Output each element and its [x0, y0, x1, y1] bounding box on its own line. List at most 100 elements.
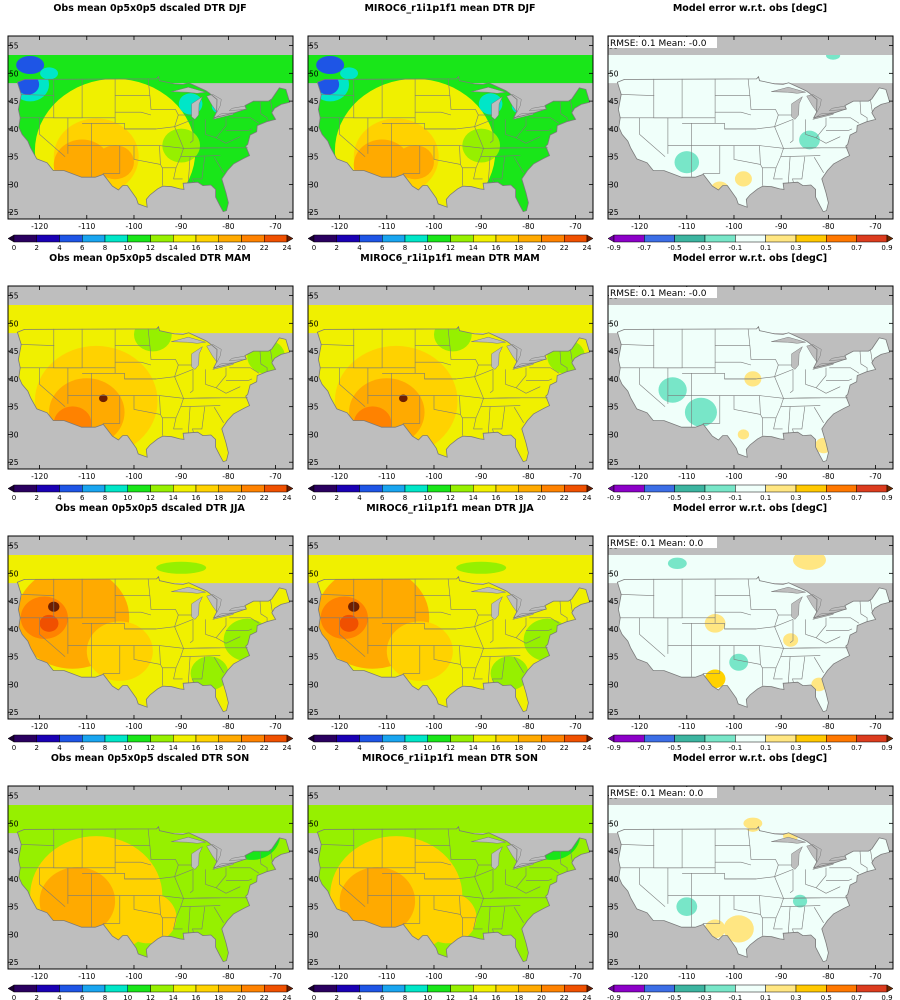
lon-tick-label: -70	[269, 722, 281, 731]
lat-tick-label: 50	[9, 319, 19, 328]
colorbar-label: 12	[146, 994, 155, 1000]
lon-tick-label: -110	[78, 222, 95, 231]
colorbar-label: 0.9	[881, 494, 892, 502]
lat-tick-label: 40	[9, 125, 19, 134]
colorbar-label: 0	[312, 244, 316, 252]
state-border	[805, 117, 827, 139]
colorbar-label: 0	[312, 494, 316, 502]
colorbar-segment	[264, 484, 288, 493]
lat-tick-label: 50	[309, 569, 319, 578]
lon-tick-label: -70	[569, 222, 581, 231]
state-border	[559, 601, 568, 622]
lat-tick-label: 25	[609, 208, 619, 217]
lon-tick-label: -100	[725, 722, 742, 731]
lon-tick-label: -70	[569, 472, 581, 481]
colorbar-label: 24	[583, 494, 592, 502]
state-border	[570, 349, 573, 362]
state-border	[339, 117, 366, 157]
lat-tick-label: 25	[309, 958, 319, 967]
state-border	[570, 599, 573, 612]
state-border	[492, 656, 506, 683]
country-border	[16, 825, 291, 963]
lake	[491, 596, 503, 620]
colorbar-segment	[82, 984, 106, 993]
lake	[506, 594, 522, 613]
state-border	[473, 109, 484, 180]
map-plot: -120-110-100-90-80-7055504540353025RMSE:…	[607, 35, 894, 252]
colorbar-segment	[735, 234, 766, 243]
state-border	[20, 94, 55, 96]
field-patch	[734, 171, 752, 187]
field-patch	[799, 130, 820, 150]
colorbar-label: 6	[380, 994, 385, 1000]
field-patch	[399, 394, 408, 403]
state-border	[826, 378, 853, 381]
colorbar-label: 0	[312, 744, 316, 752]
state-border	[559, 351, 568, 372]
colorbar-label: 8	[103, 244, 107, 252]
colorbar-segment	[59, 484, 83, 493]
colorbar-label: 0.5	[821, 244, 832, 252]
lat-tick-label: 25	[9, 208, 19, 217]
state-border	[447, 328, 476, 360]
lat-tick-label: 45	[609, 597, 619, 606]
lat-tick-label: 35	[609, 153, 619, 162]
state-border	[870, 599, 873, 612]
state-border	[124, 369, 194, 380]
lon-tick-label: -90	[775, 472, 787, 481]
state-border	[215, 386, 241, 394]
state-border	[229, 617, 260, 624]
state-border	[459, 145, 461, 165]
lon-tick-label: -70	[269, 472, 281, 481]
state-border	[213, 157, 224, 173]
colorbar-segment	[826, 984, 857, 993]
lat-tick-label: 30	[309, 430, 319, 439]
state-border	[789, 869, 794, 894]
lat-tick-label: 25	[609, 458, 619, 467]
map-frame	[7, 285, 294, 470]
country-border	[316, 75, 591, 213]
colorbar-label: -0.5	[668, 744, 682, 752]
colorbar-label: 16	[192, 244, 201, 252]
lat-tick-label: 35	[609, 903, 619, 912]
state-border	[513, 657, 524, 673]
colorbar-segment	[36, 984, 60, 993]
colorbar-label: 12	[146, 744, 155, 752]
lon-tick-label: -90	[475, 722, 487, 731]
lake	[206, 594, 222, 613]
state-border	[270, 99, 273, 112]
lon-tick-label: -70	[869, 722, 881, 731]
state-border	[790, 397, 821, 399]
state-border	[20, 844, 55, 846]
colorbar-segment	[450, 984, 474, 993]
lon-tick-label: -120	[31, 222, 48, 231]
state-border	[173, 609, 184, 680]
lake	[506, 844, 522, 863]
colorbar-label: 18	[214, 244, 223, 252]
lon-tick-label: -80	[522, 472, 534, 481]
colorbar-segment	[404, 484, 428, 493]
colorbar-label: 0.5	[821, 494, 832, 502]
colorbar-segment	[765, 984, 797, 993]
panel-title: MIROC6_r1i1p1f1 mean DTR SON	[361, 753, 538, 764]
state-border	[226, 628, 253, 631]
lake	[491, 846, 503, 870]
lon-tick-label: -110	[78, 472, 95, 481]
colorbar-label: 10	[423, 494, 432, 502]
field-patch	[723, 915, 754, 943]
state-border	[515, 136, 541, 144]
state-border	[270, 849, 273, 862]
state-border	[124, 869, 194, 880]
state-border	[789, 619, 794, 644]
colorbar-label: 20	[237, 744, 246, 752]
colorbar-segment	[473, 734, 497, 743]
colorbar-segment	[795, 484, 827, 493]
field-patch	[658, 377, 687, 403]
state-border	[489, 619, 494, 644]
panel-title: MIROC6_r1i1p1f1 mean DTR JJA	[366, 503, 534, 514]
state-border	[488, 156, 491, 183]
colorbar-label: 16	[492, 744, 501, 752]
lat-tick-label: 25	[309, 458, 319, 467]
lat-tick-label: 40	[309, 625, 319, 634]
state-border	[859, 101, 868, 122]
